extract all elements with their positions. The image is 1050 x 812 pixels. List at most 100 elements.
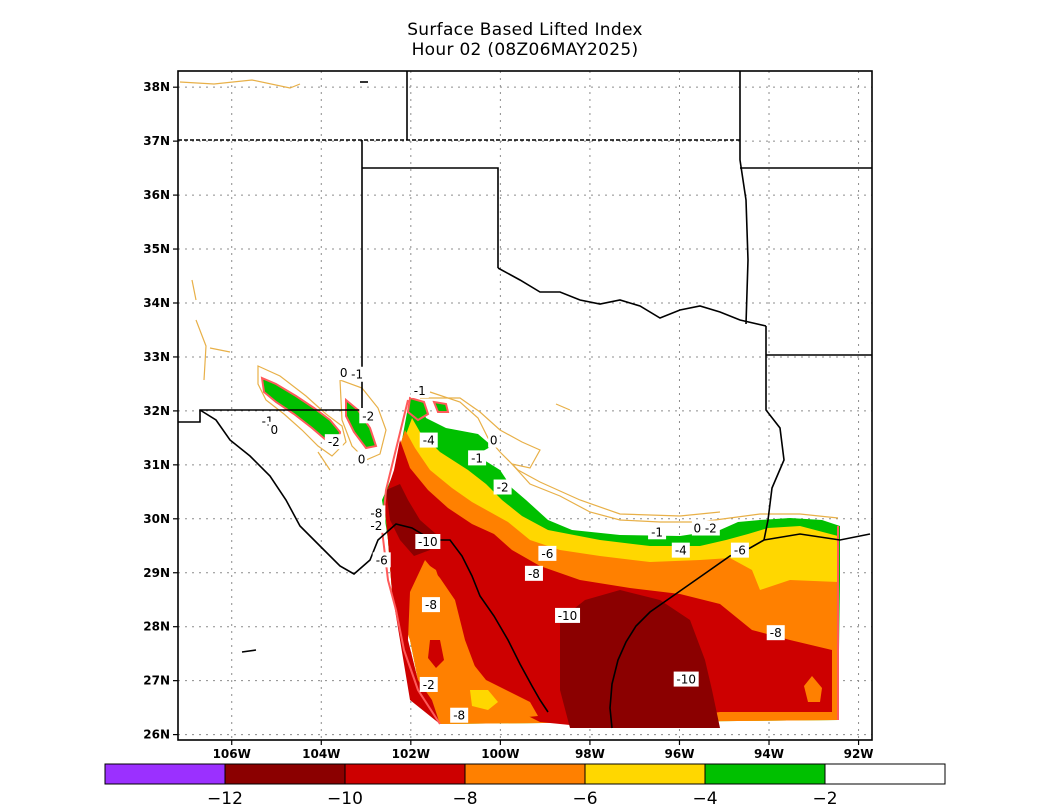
contour-label-bg — [538, 545, 557, 561]
lat-tick-label: 31N — [143, 458, 170, 472]
contour-label: -2 — [423, 678, 435, 692]
contour-label: -8 — [528, 567, 540, 581]
lon-tick-label: 98W — [575, 747, 605, 761]
colorbar-bin-4 — [584, 763, 706, 785]
contour-label: 0 — [490, 434, 498, 448]
lifted-index-contours — [179, 79, 839, 725]
lon-tick-label: 106W — [213, 747, 251, 761]
contour-label-bg — [367, 517, 386, 533]
contour-label-bg — [359, 408, 378, 424]
contour-label-bg — [338, 365, 350, 381]
border-la-coast — [763, 533, 871, 541]
contour-label: -1 — [262, 415, 274, 429]
contour-label: -2 — [370, 519, 382, 533]
contour-label: -8 — [425, 598, 437, 612]
fill-red-pocket — [428, 640, 444, 668]
island-2 — [241, 649, 257, 653]
contour-label-bg — [410, 382, 429, 398]
contour-label-bg — [348, 366, 367, 382]
fill-band-red — [384, 440, 832, 728]
contour-label: 0 — [340, 366, 348, 380]
contour-label: -2 — [328, 435, 340, 449]
colorbar-bin-6 — [824, 763, 946, 785]
contour-label: -2 — [362, 409, 374, 423]
contour-label-bg — [415, 533, 441, 549]
contour-label-bg — [524, 565, 543, 581]
contour-label: -6 — [376, 553, 388, 567]
colorbar-label: −8 — [452, 789, 477, 809]
contour-label-bg — [673, 671, 699, 687]
contour-label-bg — [766, 625, 785, 641]
lon-tick-label: 102W — [392, 747, 430, 761]
contour-positive-3 — [257, 365, 347, 457]
colorbar-label: −12 — [207, 789, 243, 809]
colorbar-bin-5 — [704, 763, 826, 785]
border-ok-panhandle — [362, 167, 499, 268]
contour-label: -8 — [770, 626, 782, 640]
border-tx-la — [763, 326, 785, 541]
contour-label-bg — [671, 542, 690, 558]
political-boundaries — [178, 71, 872, 729]
border-rio-grande — [199, 409, 549, 713]
contour-label: -4 — [675, 544, 687, 558]
colorbar-bin-0 — [104, 763, 226, 785]
contour-label: 0 — [358, 452, 366, 466]
border-gulf-coast — [609, 539, 765, 729]
colorbar-bin-2 — [344, 763, 466, 785]
contour-label-bg — [701, 520, 720, 536]
contour-label: -6 — [541, 547, 553, 561]
lat-tick-label: 29N — [143, 566, 170, 580]
contour-label: -1 — [414, 384, 426, 398]
contour-label-bg — [468, 450, 487, 466]
fill-band-darkred — [560, 590, 720, 728]
contour-positive-4 — [339, 379, 387, 461]
contour-label: -4 — [423, 434, 435, 448]
lat-tick-label: 34N — [143, 296, 170, 310]
lat-tick-label: 38N — [143, 80, 170, 94]
contour-label-bg — [268, 421, 280, 437]
contour-label: -1 — [351, 368, 363, 382]
colorbar-label: −4 — [692, 789, 717, 809]
contour-label-bg — [367, 505, 386, 521]
contour-label: -8 — [370, 506, 382, 520]
lon-tick-label: 100W — [481, 747, 519, 761]
border-tx-nm-south — [178, 409, 362, 423]
contour-label-bg — [356, 451, 368, 467]
contour-label: -1 — [651, 525, 663, 539]
border-ok-ar — [739, 71, 749, 325]
contour-label-bg — [419, 432, 438, 448]
contour-positive-1 — [420, 397, 839, 523]
fill-orange-east-pocket — [804, 676, 822, 702]
contour-label-bg — [730, 542, 749, 558]
contour-label: -10 — [558, 609, 578, 623]
colorbar-label: −10 — [327, 789, 363, 809]
map-title: Surface Based Lifted Index — [407, 20, 643, 40]
contour-label-bg — [450, 707, 469, 723]
contour-label-bg — [419, 676, 438, 692]
contour-label-bg — [324, 434, 343, 450]
contour-label: -2 — [705, 522, 717, 536]
colorbar-label: −6 — [572, 789, 597, 809]
lat-tick-label: 35N — [143, 242, 170, 256]
contour-label: 0 — [694, 522, 702, 536]
contour-label-bg — [648, 524, 667, 540]
colorbar-label: −2 — [812, 789, 837, 809]
contour-label: -8 — [453, 709, 465, 723]
contour-positive-2 — [429, 391, 721, 517]
border-red-river — [497, 267, 767, 327]
fill-nm-patch-3 — [406, 396, 430, 422]
latitude-axis: 26N 27N 28N 29N 30N 31N 32N 33N 34N 35N 36N 37N 38N — [143, 80, 178, 742]
lat-tick-label: 33N — [143, 350, 170, 364]
fill-orange-tongue — [418, 562, 538, 718]
map-subtitle: Hour 02 (08Z06MAY2025) — [411, 40, 639, 60]
fill-nm-patch-4 — [432, 400, 450, 413]
contour-positive-5 — [179, 79, 571, 471]
contour-label: -1 — [471, 451, 483, 465]
contour-labels: 0 -1-1-10-2-20-4 0-1-2-8-2-10-6 -6-8-1 0 -2-4… — [258, 365, 785, 723]
colorbar-bin-3 — [464, 763, 586, 785]
map-plot-area: 0 -1-1-10-2-20-4 0-1-2-8-2-10-6 -6-8-1 0 -2-4… — [178, 71, 872, 740]
lat-tick-label: 30N — [143, 512, 170, 526]
longitude-axis: 106W 104W 102W 100W 98W 96W 94W 92W — [213, 740, 874, 761]
contour-label: -2 — [497, 481, 509, 495]
